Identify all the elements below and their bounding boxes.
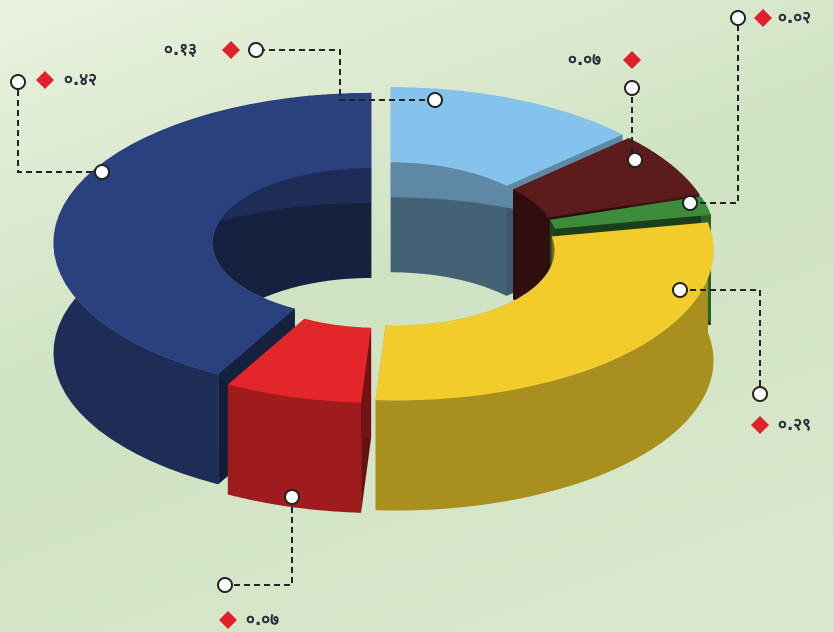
diamond xyxy=(751,416,769,434)
slice xyxy=(227,318,372,513)
value-label: ०.१३ xyxy=(164,40,197,60)
leader-line xyxy=(17,82,102,173)
leader-dot xyxy=(427,92,443,108)
slice xyxy=(375,222,714,401)
slice-outer xyxy=(227,384,362,513)
leader-dot xyxy=(627,152,643,168)
leader-end xyxy=(752,386,768,402)
leader-line xyxy=(680,289,761,394)
diamond xyxy=(219,611,237,629)
diamond xyxy=(623,51,641,69)
slice xyxy=(375,222,714,511)
slice xyxy=(227,318,372,403)
slice xyxy=(390,87,623,186)
leader-line xyxy=(256,49,435,101)
value-label: ०.०२ xyxy=(778,8,811,28)
leader-end xyxy=(624,80,640,96)
leader-dot xyxy=(672,282,688,298)
leader-end xyxy=(248,42,264,58)
value-label: ०.४२ xyxy=(64,70,97,90)
diamond xyxy=(754,9,772,27)
slice-inner xyxy=(212,167,372,419)
value-label: ०.०७ xyxy=(246,610,279,630)
leader-dot xyxy=(284,489,300,505)
diamond xyxy=(36,71,54,89)
diamond xyxy=(222,41,240,59)
leader-end xyxy=(217,577,233,593)
leader-line xyxy=(690,18,739,204)
leader-dot xyxy=(94,164,110,180)
leader-dot xyxy=(682,195,698,211)
slice xyxy=(513,138,700,218)
leader-end xyxy=(10,74,26,90)
slice xyxy=(53,92,372,375)
leader-line xyxy=(225,497,293,586)
slice xyxy=(549,196,711,229)
value-label: ०.०७ xyxy=(568,50,601,70)
slice-outer xyxy=(375,222,714,511)
leader-end xyxy=(730,10,746,26)
value-label: ०.२९ xyxy=(778,415,811,435)
